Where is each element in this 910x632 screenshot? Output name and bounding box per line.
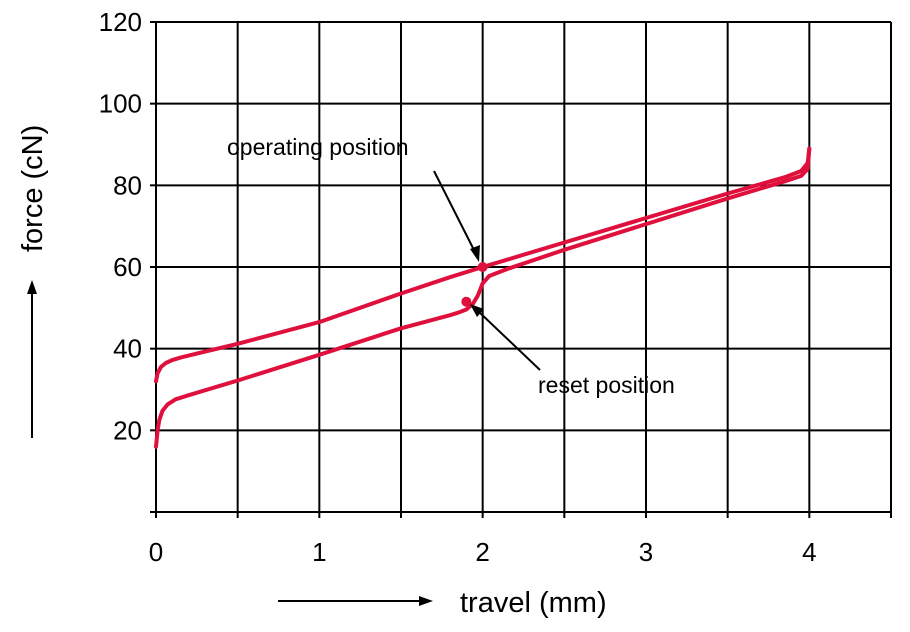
operating-position-label: operating position (227, 134, 409, 160)
y-tick-label: 100 (99, 89, 142, 119)
x-tick-label: 0 (149, 537, 163, 567)
series-line-1 (154, 146, 812, 384)
grid (150, 21, 892, 518)
reset-position-point (461, 296, 472, 307)
operating-position-arrow (433, 170, 480, 262)
y-axis-title: force (cN) (17, 125, 49, 252)
y-tick-label: 40 (113, 334, 142, 364)
x-axis-arrow (278, 596, 433, 606)
y-tick-label: 60 (113, 252, 142, 282)
y-tick-label: 20 (113, 415, 142, 445)
series-layer (154, 146, 812, 449)
y-tick-label: 80 (113, 170, 142, 200)
operating-position-point (477, 262, 488, 272)
annotations: operating position reset position (227, 134, 675, 398)
series-line-2 (154, 146, 812, 449)
x-tick-label: 3 (639, 537, 653, 567)
reset-position-label: reset position (538, 372, 675, 398)
x-tick-label: 2 (475, 537, 489, 567)
x-axis-title: travel (mm) (460, 587, 607, 619)
x-tick-label: 4 (802, 537, 816, 567)
reset-position-arrow (470, 304, 541, 371)
tick-labels: 0 1 2 3 4 20 40 60 80 100 120 (99, 7, 817, 567)
x-tick-label: 1 (312, 537, 326, 567)
y-tick-label: 120 (99, 7, 142, 37)
y-axis-arrow (27, 280, 37, 438)
